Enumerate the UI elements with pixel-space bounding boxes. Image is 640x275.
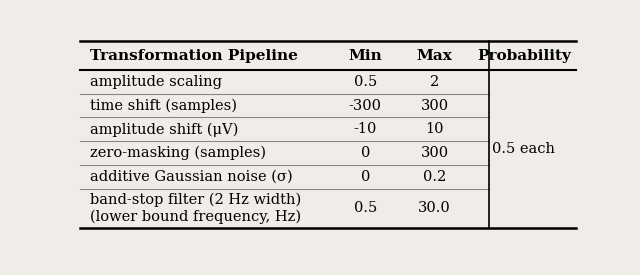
Text: amplitude scaling: amplitude scaling [90, 75, 222, 89]
Text: 0.5: 0.5 [353, 75, 377, 89]
Text: 10: 10 [426, 122, 444, 136]
Text: 300: 300 [420, 99, 449, 113]
Text: -10: -10 [353, 122, 377, 136]
Text: Max: Max [417, 49, 452, 63]
Text: Probability: Probability [477, 49, 571, 63]
Text: 0.5: 0.5 [353, 201, 377, 215]
Text: -300: -300 [349, 99, 381, 113]
Text: 300: 300 [420, 146, 449, 160]
Text: 0: 0 [360, 170, 370, 184]
Text: 0.2: 0.2 [423, 170, 446, 184]
Text: band-stop filter (2 Hz width)
(lower bound frequency, Hz): band-stop filter (2 Hz width) (lower bou… [90, 193, 301, 224]
Text: Transformation Pipeline: Transformation Pipeline [90, 49, 298, 63]
Text: 0.5 each: 0.5 each [492, 142, 556, 156]
Text: 2: 2 [430, 75, 439, 89]
Text: Min: Min [348, 49, 382, 63]
Text: 30.0: 30.0 [419, 201, 451, 215]
Text: additive Gaussian noise (σ): additive Gaussian noise (σ) [90, 170, 292, 184]
Text: zero-masking (samples): zero-masking (samples) [90, 146, 266, 160]
Text: amplitude shift (μV): amplitude shift (μV) [90, 122, 238, 137]
Text: time shift (samples): time shift (samples) [90, 98, 237, 113]
Text: 0: 0 [360, 146, 370, 160]
